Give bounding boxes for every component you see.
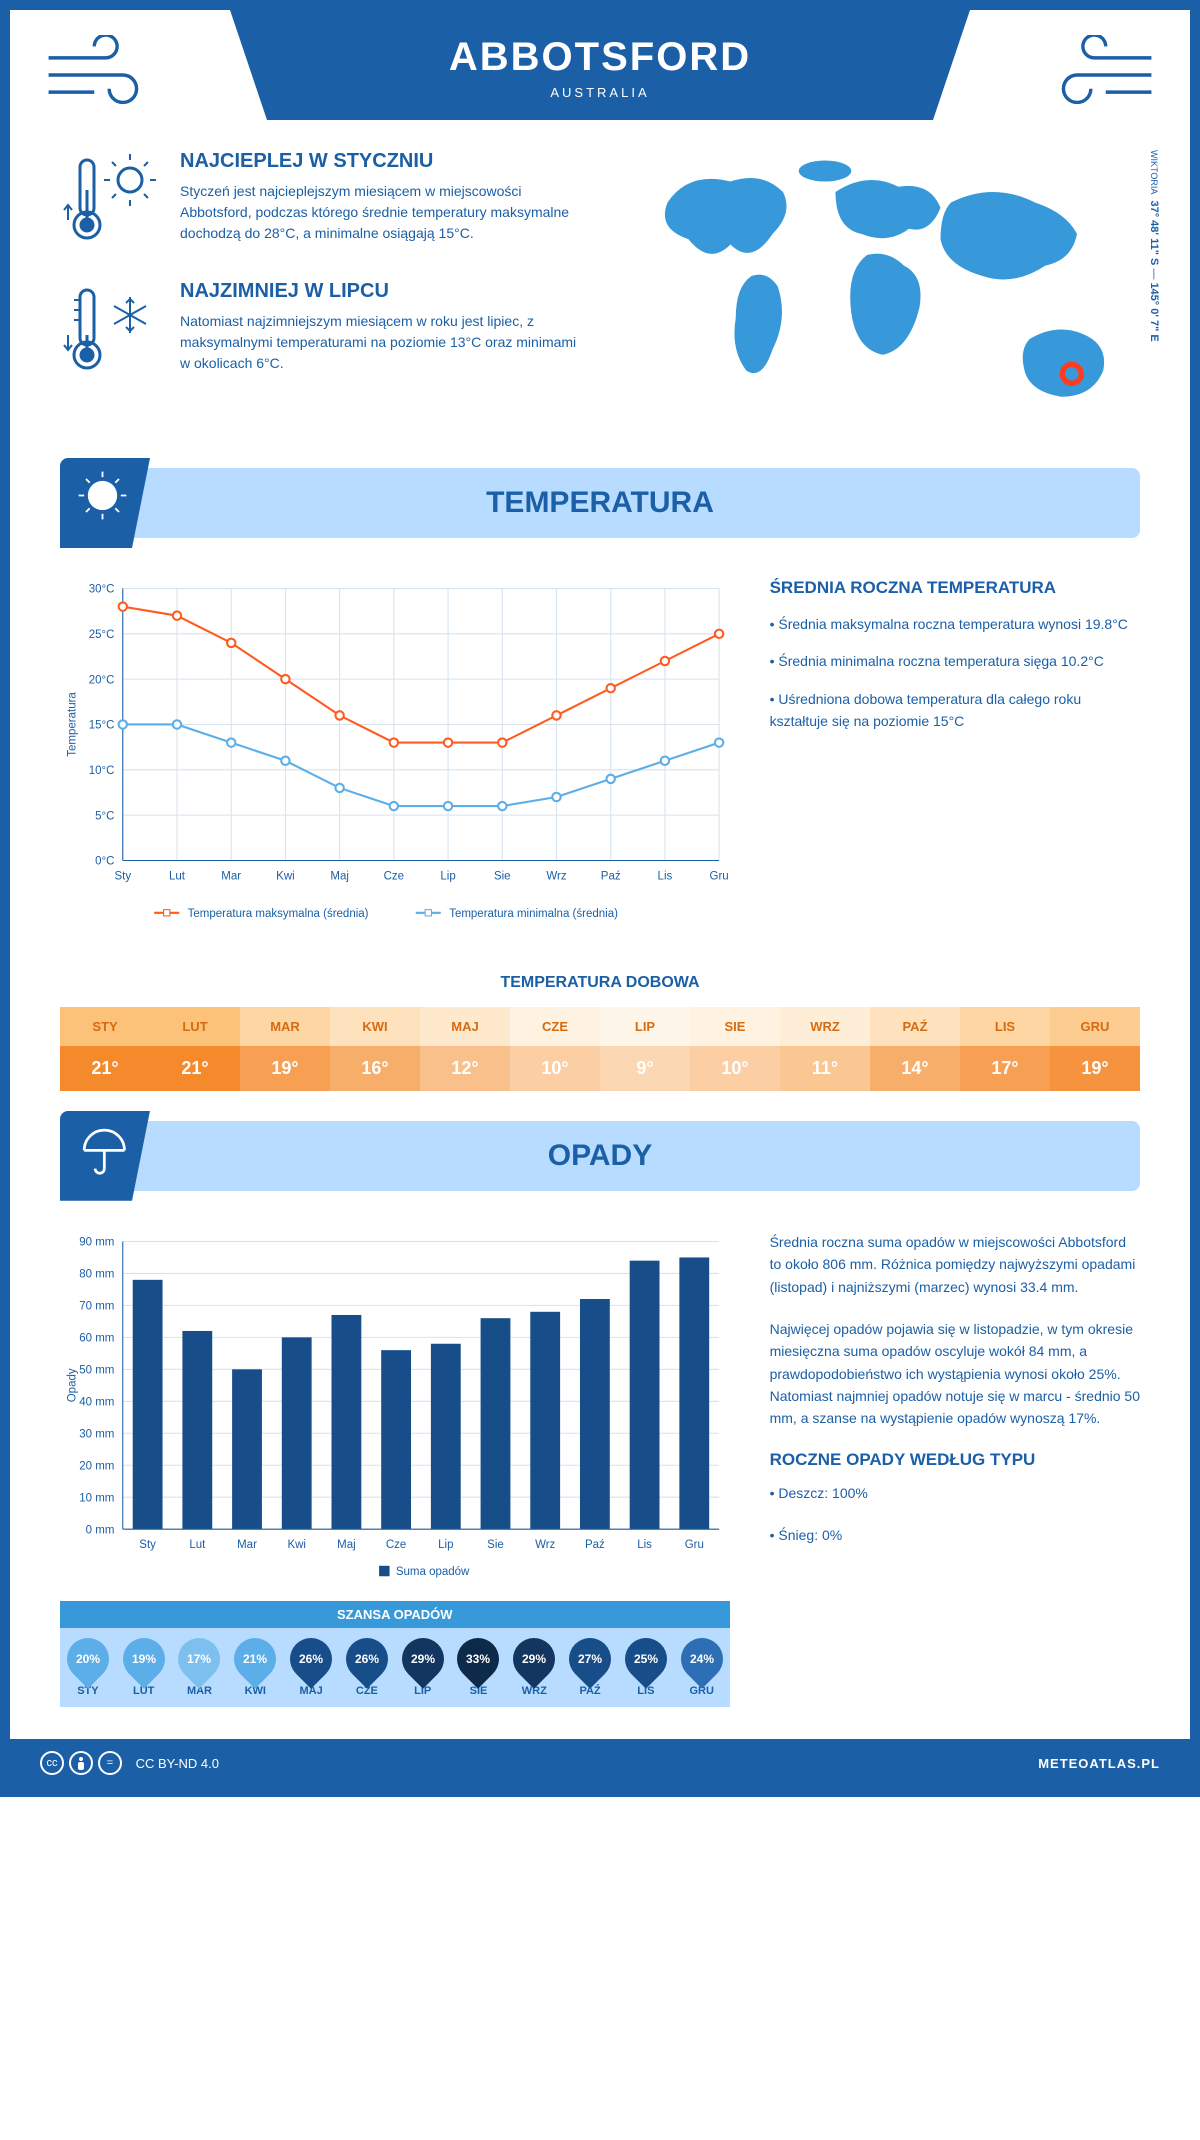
svg-text:Temperatura maksymalna (średni: Temperatura maksymalna (średnia) <box>188 908 369 920</box>
precipitation-section-header: OPADY <box>60 1121 1140 1191</box>
svg-text:50 mm: 50 mm <box>79 1364 114 1376</box>
svg-text:30°C: 30°C <box>89 584 115 596</box>
avg-temp-bullet: • Uśredniona dobowa temperatura dla całe… <box>770 688 1140 733</box>
svg-text:Maj: Maj <box>337 1539 356 1551</box>
svg-text:Lip: Lip <box>438 1539 453 1551</box>
svg-text:Opady: Opady <box>67 1368 79 1402</box>
temperature-line-chart: 0°C 5°C 10°C 15°C 20°C 25°C 30°C Sty Lut Mar Kwi Ma… <box>60 578 730 934</box>
svg-text:Lip: Lip <box>440 870 455 882</box>
daily-temp-table: STY21°LUT21°MAR19°KWI16°MAJ12°CZE10°LIP9… <box>60 1007 1140 1091</box>
precip-type-title: ROCZNE OPADY WEDŁUG TYPU <box>770 1450 1140 1470</box>
coordinates-label: WIKTORIA 37° 48' 11" S — 145° 0' 7" E <box>1148 150 1160 342</box>
svg-text:90 mm: 90 mm <box>79 1236 114 1248</box>
svg-text:Suma opadów: Suma opadów <box>396 1566 470 1578</box>
daily-temp-title: TEMPERATURA DOBOWA <box>10 974 1190 992</box>
svg-text:15°C: 15°C <box>89 720 115 732</box>
svg-text:Sie: Sie <box>487 1539 504 1551</box>
svg-text:0 mm: 0 mm <box>86 1524 115 1536</box>
hottest-fact: NAJCIEPLEJ W STYCZNIU Styczeń jest najci… <box>60 150 585 250</box>
coldest-title: NAJZIMNIEJ W LIPCU <box>180 280 585 303</box>
cc-icon: cc <box>40 1751 64 1775</box>
svg-text:Sty: Sty <box>114 870 131 882</box>
svg-text:Sty: Sty <box>139 1539 156 1551</box>
hottest-text: Styczeń jest najcieplejszym miesiącem w … <box>180 181 585 244</box>
svg-text:0°C: 0°C <box>95 856 114 868</box>
svg-text:Temperatura minimalna (średnia: Temperatura minimalna (średnia) <box>449 908 618 920</box>
svg-text:Wrz: Wrz <box>535 1539 555 1551</box>
intro-row: NAJCIEPLEJ W STYCZNIU Styczeń jest najci… <box>10 120 1190 448</box>
svg-text:20°C: 20°C <box>89 674 115 686</box>
rain-chance-title: SZANSA OPADÓW <box>60 1601 730 1628</box>
wind-icon-left <box>40 35 160 115</box>
wind-icon-right <box>1040 35 1160 115</box>
svg-text:80 mm: 80 mm <box>79 1268 114 1280</box>
svg-text:Paź: Paź <box>601 870 621 882</box>
title-banner: ABBOTSFORD AUSTRALIA <box>230 10 970 120</box>
svg-text:10°C: 10°C <box>89 765 115 777</box>
svg-text:Wrz: Wrz <box>546 870 566 882</box>
svg-text:Kwi: Kwi <box>287 1539 306 1551</box>
svg-text:70 mm: 70 mm <box>79 1300 114 1312</box>
infographic-page: ABBOTSFORD AUSTRALIA <box>0 0 1200 1797</box>
svg-text:10 mm: 10 mm <box>79 1492 114 1504</box>
license-block: cc = CC BY-ND 4.0 <box>40 1751 219 1775</box>
svg-text:Maj: Maj <box>330 870 349 882</box>
svg-text:Cze: Cze <box>384 870 404 882</box>
svg-text:Lut: Lut <box>169 870 186 882</box>
city-name: ABBOTSFORD <box>230 35 970 80</box>
svg-text:Paź: Paź <box>585 1539 605 1551</box>
svg-text:25°C: 25°C <box>89 629 115 641</box>
precipitation-bar-chart: 0 mm 10 mm 20 mm 30 mm 40 mm 50 mm 60 mm 70 mm 8… <box>60 1231 730 1587</box>
precip-text: Najwięcej opadów pojawia się w listopadz… <box>770 1318 1140 1430</box>
by-icon <box>69 1751 93 1775</box>
svg-text:Lis: Lis <box>637 1539 652 1551</box>
avg-temp-title: ŚREDNIA ROCZNA TEMPERATURA <box>770 578 1140 598</box>
rain-chance-row: 20%STY19%LUT17%MAR21%KWI26%MAJ26%CZE29%L… <box>60 1628 730 1707</box>
svg-text:40 mm: 40 mm <box>79 1396 114 1408</box>
svg-text:Gru: Gru <box>710 870 729 882</box>
svg-text:Cze: Cze <box>386 1539 406 1551</box>
hottest-title: NAJCIEPLEJ W STYCZNIU <box>180 150 585 173</box>
svg-text:Temperatura: Temperatura <box>67 692 79 757</box>
avg-temp-bullet: • Średnia maksymalna roczna temperatura … <box>770 613 1140 635</box>
coldest-fact: NAJZIMNIEJ W LIPCU Natomiast najzimniejs… <box>60 280 585 380</box>
sun-icon <box>75 468 130 523</box>
svg-text:Mar: Mar <box>221 870 241 882</box>
svg-text:5°C: 5°C <box>95 810 114 822</box>
svg-text:30 mm: 30 mm <box>79 1428 114 1440</box>
coldest-text: Natomiast najzimniejszym miesiącem w rok… <box>180 311 585 374</box>
svg-text:Sie: Sie <box>494 870 511 882</box>
svg-text:Mar: Mar <box>237 1539 257 1551</box>
thermometer-snow-icon <box>60 280 160 380</box>
country-name: AUSTRALIA <box>230 85 970 100</box>
svg-text:20 mm: 20 mm <box>79 1460 114 1472</box>
precip-type-item: • Deszcz: 100% <box>770 1482 1140 1504</box>
umbrella-icon <box>75 1121 130 1176</box>
precip-type-item: • Śnieg: 0% <box>770 1524 1140 1546</box>
svg-text:Lis: Lis <box>658 870 673 882</box>
nd-icon: = <box>98 1751 122 1775</box>
avg-temp-bullet: • Średnia minimalna roczna temperatura s… <box>770 650 1140 672</box>
world-map <box>615 150 1140 423</box>
temperature-section-header: TEMPERATURA <box>60 468 1140 538</box>
svg-text:60 mm: 60 mm <box>79 1332 114 1344</box>
svg-text:Kwi: Kwi <box>276 870 295 882</box>
svg-text:Lut: Lut <box>189 1539 206 1551</box>
footer-bar: cc = CC BY-ND 4.0 METEOATLAS.PL <box>10 1739 1190 1787</box>
thermometer-sun-icon <box>60 150 160 250</box>
svg-text:Gru: Gru <box>685 1539 704 1551</box>
precip-text: Średnia roczna suma opadów w miejscowośc… <box>770 1231 1140 1298</box>
site-name: METEOATLAS.PL <box>1038 1756 1160 1771</box>
